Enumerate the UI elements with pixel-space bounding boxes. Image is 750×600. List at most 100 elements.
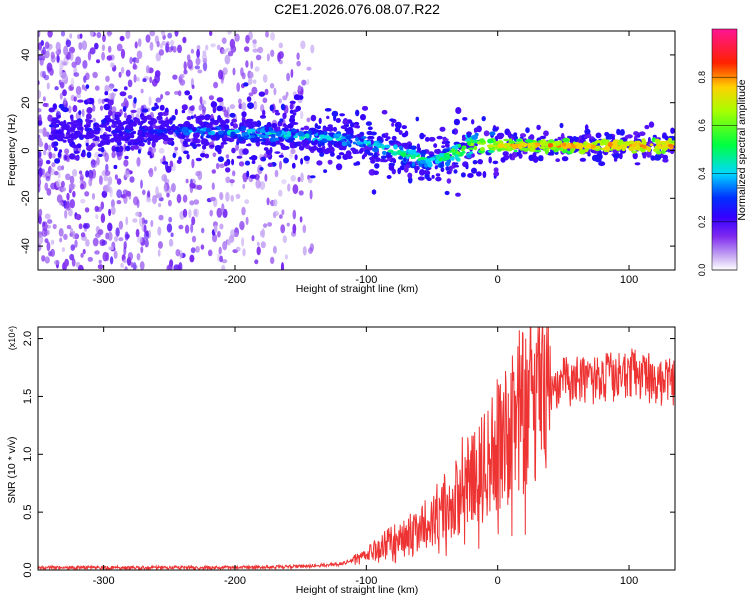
heatmap-noise-cell [249,71,254,79]
heatmap-ridge-cell [181,134,186,140]
heatmap-noise-cell [132,218,138,223]
heatmap-noise-cell [77,264,84,270]
colorbar-tick-label: 0.4 [697,167,707,180]
heatmap-ridge-cell [483,130,490,137]
heatmap-ridge-cell [385,132,389,136]
heatmap-noise-cell [270,256,275,264]
heatmap-noise-cell [125,69,131,77]
heatmap-ridge-cell [503,145,508,149]
heatmap-ridge-cell [411,154,416,160]
heatmap-ridge-cell [138,137,145,142]
heatmap-noise-cell [104,84,109,94]
heatmap-noise-cell [211,169,216,174]
heatmap-ridge-cell [467,173,474,178]
heatmap-ridge-cell [274,109,279,113]
heatmap-ridge-cell [224,118,230,124]
y-tick-label: 40 [20,49,32,61]
heatmap-ridge-cell [465,164,469,170]
spectrogram-x-label: Height of straight line (km) [296,283,419,295]
heatmap-noise-cell [202,61,208,72]
heatmap-noise-cell [245,34,250,44]
heatmap-ridge-cell [310,129,318,134]
heatmap-noise-cell [45,176,51,182]
heatmap-ridge-cell [293,94,301,101]
heatmap-noise-cell [38,141,44,147]
heatmap-ridge-cell [209,144,215,148]
heatmap-noise-cell [43,149,47,156]
heatmap-noise-cell [156,40,160,48]
heatmap-ridge-cell [137,148,142,154]
heatmap-ridge-cell [502,151,509,157]
heatmap-noise-cell [132,262,137,270]
heatmap-ridge-cell [417,176,425,181]
heatmap-ridge-cell [188,94,193,101]
heatmap-ridge-cell [388,140,395,144]
heatmap-noise-cell [289,152,293,159]
heatmap-ridge-cell [365,121,372,126]
y-tick-label: 20 [20,97,32,109]
heatmap-ridge-cell [62,136,71,139]
heatmap-noise-cell [189,200,195,206]
heatmap-noise-cell [153,166,157,172]
heatmap-noise-cell [241,102,247,111]
heatmap-ridge-cell [176,159,182,164]
heatmap-ridge-cell [147,120,155,125]
heatmap-noise-cell [201,100,207,105]
heatmap-noise-cell [68,183,75,191]
heatmap-ridge-cell [217,115,222,121]
heatmap-noise-cell [302,246,307,256]
heatmap-noise-cell [92,237,99,247]
heatmap-noise-cell [129,176,135,183]
heatmap-noise-cell [75,56,82,66]
heatmap-ridge-cell [275,131,282,137]
heatmap-ridge-cell [435,173,441,177]
heatmap-ridge-cell [183,150,189,155]
heatmap-noise-cell [196,184,203,190]
heatmap-ridge-cell [324,108,332,112]
heatmap-noise-cell [143,231,150,240]
heatmap-noise-cell [219,255,224,263]
heatmap-ridge-cell [300,158,304,165]
heatmap-noise-cell [148,96,152,106]
heatmap-noise-cell [91,193,96,200]
heatmap-noise-cell [299,216,303,223]
heatmap-noise-cell [41,255,46,262]
heatmap-ridge-cell [407,176,413,184]
heatmap-noise-cell [147,169,153,174]
heatmap-noise-cell [278,98,282,104]
heatmap-noise-cell [104,170,111,177]
heatmap-ridge-cell [670,127,675,134]
heatmap-noise-cell [139,261,145,270]
heatmap-ridge-cell [258,134,265,138]
heatmap-ridge-cell [289,109,294,114]
heatmap-noise-cell [223,109,229,118]
heatmap-noise-cell [58,228,64,237]
heatmap-ridge-cell [482,171,487,178]
heatmap-ridge-cell [335,118,341,123]
heatmap-ridge-cell [58,103,64,109]
heatmap-ridge-cell [323,149,330,155]
heatmap-ridge-cell [584,128,591,135]
heatmap-noise-cell [38,177,42,187]
heatmap-noise-cell [98,175,103,186]
heatmap-noise-cell [166,264,172,270]
heatmap-ridge-cell [210,127,218,130]
heatmap-ridge-cell [541,139,547,145]
heatmap-ridge-cell [385,154,393,158]
heatmap-ridge-cell [113,164,118,170]
y-tick-label: 0 [20,147,32,153]
heatmap-ridge-cell [384,144,391,149]
heatmap-ridge-cell [583,141,587,146]
heatmap-noise-cell [175,249,181,257]
heatmap-ridge-cell [239,123,245,126]
heatmap-noise-cell [116,189,123,199]
heatmap-noise-cell [61,247,65,253]
heatmap-ridge-cell [283,127,289,132]
heatmap-noise-cell [212,233,218,243]
heatmap-ridge-cell [200,135,204,140]
heatmap-noise-cell [136,107,142,114]
heatmap-ridge-cell [633,131,639,136]
heatmap-noise-cell [280,262,285,270]
heatmap-ridge-cell [130,131,136,135]
heatmap-noise-cell [298,190,304,196]
